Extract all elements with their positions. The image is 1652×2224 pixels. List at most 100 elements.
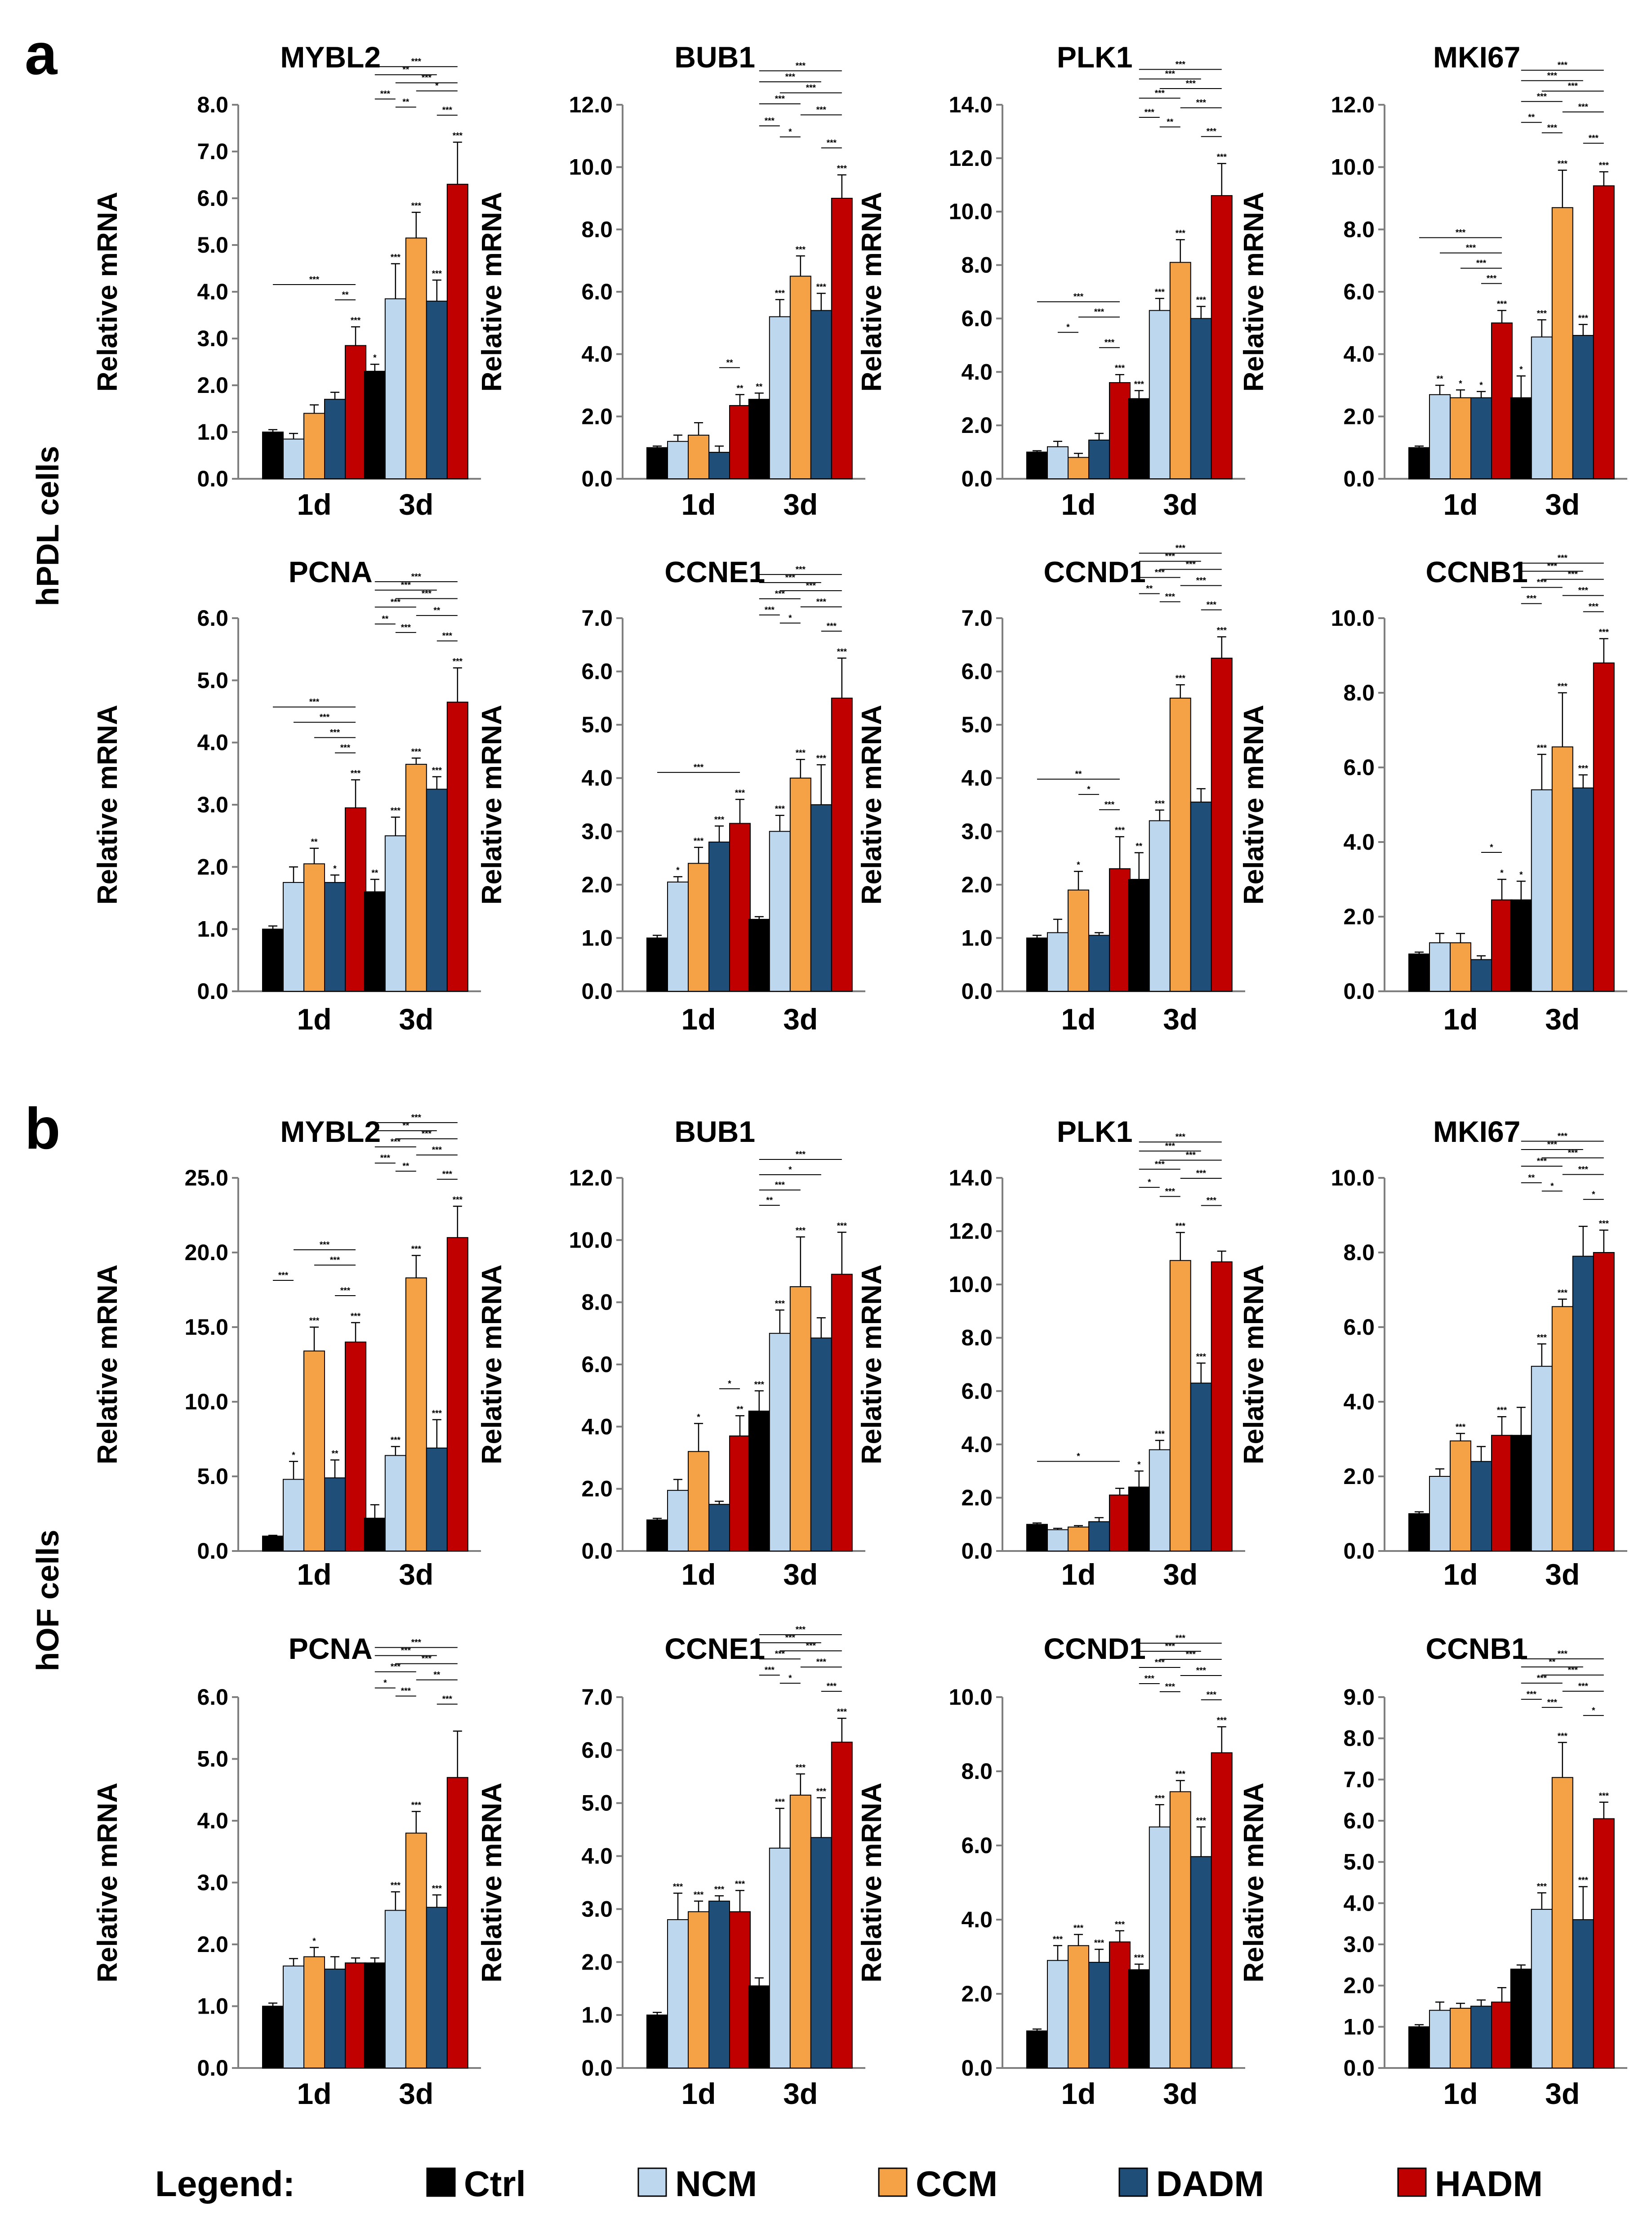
bar-ccm-1d xyxy=(1068,889,1089,992)
bar-hadm-1d xyxy=(1491,1435,1513,1551)
chart-b-ccne1: CCNE1 Relative mRNA 0.0 1.0 2.0 3.0 4.0 5.0 6.0 7… xyxy=(476,1625,865,2110)
bar-dadm-1d xyxy=(1470,397,1492,479)
x-category-label: 1d xyxy=(681,488,716,521)
y-tick-label: 6.0 xyxy=(581,279,613,304)
bar-hadm-1d xyxy=(345,1962,366,2068)
significance-bracket-label: * xyxy=(1592,1190,1595,1199)
bar-ccm-3d xyxy=(1169,1260,1191,1551)
bar-ccm-1d xyxy=(688,434,709,480)
significance-bracket-label: *** xyxy=(1176,1132,1186,1142)
significance-bracket-label: *** xyxy=(278,1271,289,1280)
significance-bracket-label: *** xyxy=(1186,1650,1196,1659)
bar-hadm-3d xyxy=(1211,195,1233,479)
bar-ctrl-3d xyxy=(364,370,386,479)
bar-ncm-3d xyxy=(1531,789,1553,992)
chart-b-ccnd1: CCND1 Relative mRNA 0.0 2.0 4.0 6.0 8.0 10.0 1d *… xyxy=(856,1632,1245,2110)
significance-star: *** xyxy=(796,749,806,758)
bar-ncm-3d xyxy=(1149,310,1171,479)
significance-bracket-label: ** xyxy=(402,98,409,107)
significance-star: *** xyxy=(1176,229,1186,238)
significance-bracket-label: * xyxy=(788,128,792,137)
significance-star: *** xyxy=(1115,826,1125,835)
significance-star: *** xyxy=(1599,1219,1609,1229)
significance-star: *** xyxy=(714,1885,725,1894)
significance-bracket-label: *** xyxy=(1558,1649,1568,1659)
significance-star: *** xyxy=(1217,153,1227,162)
bar-ccm-1d xyxy=(688,1451,709,1552)
significance-bracket-label: *** xyxy=(422,589,432,599)
y-tick-label: 8.0 xyxy=(961,1325,993,1350)
y-axis-label: Relative mRNA xyxy=(476,1265,508,1464)
significance-bracket-label: *** xyxy=(1476,259,1487,268)
significance-star: *** xyxy=(411,747,422,757)
bar-ctrl-1d xyxy=(262,1535,284,1552)
bar-ccm-1d xyxy=(1450,2008,1471,2069)
significance-bracket-label: *** xyxy=(1094,308,1104,317)
y-tick-label: 8.0 xyxy=(581,217,613,242)
bar-dadm-1d xyxy=(708,1504,730,1551)
significance-star: *** xyxy=(432,269,442,279)
y-tick-label: 0.0 xyxy=(197,979,228,1004)
significance-star: *** xyxy=(411,201,422,211)
significance-star: *** xyxy=(1155,288,1165,297)
significance-bracket-label: *** xyxy=(330,728,340,738)
significance-star: * xyxy=(1500,869,1504,878)
x-category-label: 3d xyxy=(1163,488,1198,521)
legend-label-hadm: HADM xyxy=(1435,2164,1543,2204)
y-tick-label: 0.0 xyxy=(1343,979,1375,1004)
bar-dadm-1d xyxy=(1088,935,1110,992)
significance-bracket-label: *** xyxy=(391,1137,401,1147)
significance-star: *** xyxy=(1578,1876,1589,1885)
significance-bracket-label: *** xyxy=(1165,1682,1176,1692)
x-category-label: 1d xyxy=(1061,1003,1095,1036)
y-tick-label: 8.0 xyxy=(197,92,228,117)
significance-bracket-label: *** xyxy=(1196,1169,1207,1178)
legend-label-ncm: NCM xyxy=(675,2164,757,2204)
legend-swatch-ctrl xyxy=(426,2167,456,2197)
y-tick-label: 2.0 xyxy=(1343,404,1375,429)
significance-bracket-label: *** xyxy=(391,1662,401,1672)
significance-bracket-label: *** xyxy=(1466,244,1476,253)
chart-b-bub1: BUB1 Relative mRNA 0.0 2.0 4.0 6.0 8.0 10.0 12.0… xyxy=(476,1115,865,1591)
legend-label-dadm: DADM xyxy=(1156,2164,1264,2204)
bar-hadm-3d xyxy=(1593,662,1615,992)
significance-star: *** xyxy=(775,289,785,298)
y-tick-label: 2.0 xyxy=(197,373,228,398)
bar-ctrl-1d xyxy=(262,432,284,479)
panel-label-b: b xyxy=(25,1096,60,1161)
significance-star: *** xyxy=(453,131,463,141)
significance-star: *** xyxy=(735,1880,745,1889)
significance-star: *** xyxy=(735,789,745,798)
y-tick-label: 4.0 xyxy=(961,1432,993,1457)
bar-ncm-1d xyxy=(1047,932,1069,992)
y-tick-label: 10.0 xyxy=(569,155,613,180)
significance-bracket-label: *** xyxy=(796,62,806,71)
significance-bracket-label: *** xyxy=(442,1170,453,1179)
significance-bracket-label: *** xyxy=(1547,1140,1558,1150)
significance-star: *** xyxy=(1578,314,1589,323)
y-tick-label: 4.0 xyxy=(197,730,228,755)
legend: Legend: Ctrl NCM CCM DADM HADM xyxy=(155,2164,1543,2204)
significance-bracket-label: ** xyxy=(726,358,733,368)
x-category-label: 1d xyxy=(681,2077,716,2110)
bar-ccm-3d xyxy=(789,1795,811,2068)
legend-swatch-ncm xyxy=(637,2167,667,2197)
significance-bracket-label: *** xyxy=(775,1649,785,1659)
y-tick-label: 2.0 xyxy=(1343,1464,1375,1489)
significance-bracket-label: *** xyxy=(1578,586,1589,596)
significance-star: *** xyxy=(1558,1732,1568,1741)
significance-bracket-label: *** xyxy=(380,1154,391,1163)
significance-bracket-label: *** xyxy=(785,573,796,583)
significance-bracket-label: *** xyxy=(320,713,330,722)
bar-dadm-1d xyxy=(324,1477,346,1552)
y-tick-label: 8.0 xyxy=(581,1290,613,1315)
significance-star: *** xyxy=(391,807,401,816)
bar-ncm-1d xyxy=(1429,1476,1451,1551)
bar-ccm-3d xyxy=(405,237,427,479)
significance-bracket-label: *** xyxy=(806,1641,816,1651)
bar-dadm-3d xyxy=(810,1837,832,2069)
significance-star: *** xyxy=(391,253,401,263)
significance-bracket-label: *** xyxy=(1537,92,1547,102)
significance-bracket-label: *** xyxy=(1578,103,1589,112)
legend-swatch-dadm xyxy=(1118,2167,1148,2197)
